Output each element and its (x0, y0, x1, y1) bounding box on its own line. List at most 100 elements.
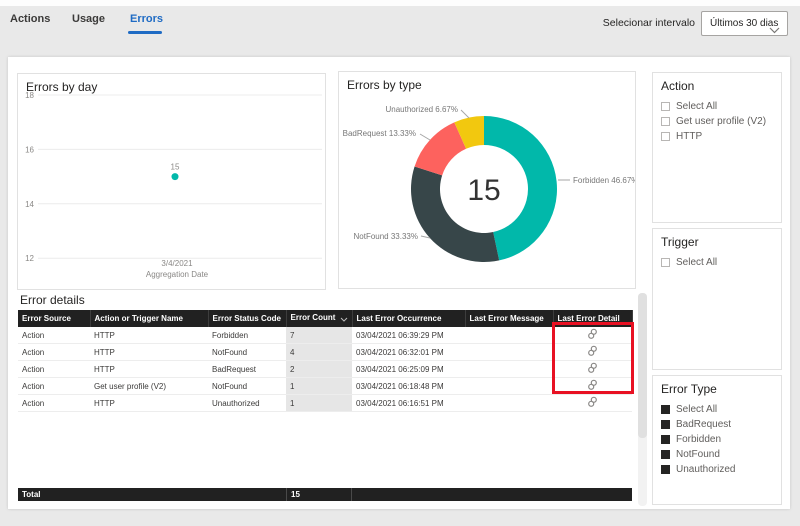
data-point-label: 15 (171, 163, 180, 172)
donut-label-forbidden: Forbidden 46.67% (573, 176, 635, 185)
table-cell: HTTP (90, 327, 208, 344)
link-icon[interactable] (587, 328, 598, 342)
table-cell: Action (18, 377, 90, 395)
link-icon (588, 379, 597, 390)
donut-slice-notfound[interactable] (411, 166, 500, 262)
link-icon[interactable] (587, 345, 598, 359)
table-cell (465, 394, 553, 412)
active-tab-underline (128, 31, 162, 34)
donut-slice-unauthorized[interactable] (454, 116, 484, 149)
slicer-item[interactable]: Select All (661, 99, 777, 114)
link-icon (588, 328, 597, 339)
table-cell: Action (18, 343, 90, 361)
donut-slice-badrequest[interactable] (414, 122, 467, 176)
donut-slice-forbidden[interactable] (484, 116, 558, 261)
column-header-last-error-detail[interactable]: Last Error Detail (553, 310, 633, 327)
errors-by-type-chart[interactable]: Forbidden 46.67% NotFound 33.33% BadReques… (339, 72, 635, 288)
interval-picker-label: Selecionar intervalo (602, 17, 695, 29)
last-error-detail-cell (553, 327, 632, 344)
column-header-error-source[interactable]: Error Source (18, 310, 91, 327)
slicer-item[interactable]: Get user profile (V2) (661, 114, 777, 129)
link-icon[interactable] (587, 396, 598, 410)
slicer-item-label: HTTP (676, 131, 703, 142)
errors-by-type-panel: Errors by type Forbidden 46.67% NotFound … (338, 71, 636, 289)
checkbox-checked-icon[interactable] (661, 420, 670, 429)
checkbox-checked-icon[interactable] (661, 450, 670, 459)
tab-errors[interactable]: Errors (130, 13, 164, 25)
table-cell: Forbidden (208, 327, 286, 344)
table-cell: 1 (286, 377, 352, 395)
error-type-slicer-panel: Error Type Select All BadRequest Forbidden… (652, 375, 782, 505)
x-axis-tick: 3/4/2021 (161, 259, 193, 268)
table-cell: HTTP (90, 360, 208, 378)
link-icon[interactable] (587, 379, 598, 393)
table-cell: Action (18, 360, 90, 378)
checkbox-unchecked-icon[interactable] (661, 117, 670, 126)
sort-chevron-down-icon[interactable] (340, 315, 348, 324)
table-cell: HTTP (90, 394, 208, 412)
checkbox-unchecked-icon[interactable] (661, 258, 670, 267)
trigger-slicer-panel: Trigger Select All (652, 228, 782, 370)
slicer-item-label: Select All (676, 101, 718, 112)
checkbox-checked-icon[interactable] (661, 405, 670, 414)
callout-line (460, 109, 470, 119)
callout-line (420, 235, 431, 239)
slicer-item[interactable]: HTTP (661, 129, 777, 144)
last-error-detail-cell (553, 343, 632, 361)
slicer-item[interactable]: Forbidden (661, 432, 777, 447)
slicer-item[interactable]: NotFound (661, 447, 777, 462)
column-header-error-count[interactable]: Error Count (286, 310, 353, 327)
link-icon (588, 362, 597, 373)
table-cell: Get user profile (V2) (90, 377, 208, 395)
table-cell: Unauthorized (208, 394, 286, 412)
column-header-error-status-code[interactable]: Error Status Code (208, 310, 287, 327)
data-point[interactable] (171, 173, 179, 181)
table-cell: BadRequest (208, 360, 286, 378)
total-count: 15 (286, 488, 352, 501)
errors-by-day-chart[interactable]: 18 16 14 12 15 3/4/2021 Aggregation Date (18, 74, 325, 289)
checkbox-checked-icon[interactable] (661, 465, 670, 474)
chevron-down-icon (769, 21, 780, 39)
table-scrollbar-thumb[interactable] (638, 293, 647, 438)
error-type-slicer-items: Select All BadRequest Forbidden NotFound Una… (661, 402, 777, 477)
table-cell: Action (18, 327, 90, 344)
checkbox-unchecked-icon[interactable] (661, 102, 670, 111)
checkbox-unchecked-icon[interactable] (661, 132, 670, 141)
table-cell (465, 343, 553, 361)
table-cell: Action (18, 394, 90, 412)
table-row: Action HTTP Unauthorized 1 03/04/2021 06:16:… (18, 394, 632, 412)
tab-actions[interactable]: Actions (10, 13, 51, 25)
table-row: Action HTTP BadRequest 2 03/04/2021 06:25:09… (18, 360, 632, 378)
table-total-row: Total 15 (18, 488, 632, 501)
donut-label-unauthorized: Unauthorized 6.67% (386, 105, 459, 114)
table-cell (465, 377, 553, 395)
column-header-last-error-occurrence[interactable]: Last Error Occurrence (352, 310, 466, 327)
slicer-item-label: BadRequest (676, 419, 732, 430)
slicer-item-label: NotFound (676, 449, 720, 460)
tab-usage[interactable]: Usage (72, 13, 106, 25)
errors-by-day-title: Errors by day (26, 80, 98, 94)
slicer-item-label: Unauthorized (676, 464, 736, 475)
column-header-action-or-trigger-name[interactable]: Action or Trigger Name (90, 310, 209, 327)
slicer-item[interactable]: Select All (661, 402, 777, 417)
column-header-last-error-message[interactable]: Last Error Message (465, 310, 554, 327)
checkbox-checked-icon[interactable] (661, 435, 670, 444)
table-cell (465, 327, 553, 344)
y-axis-tick: 14 (25, 200, 34, 209)
error-details-table: Error Source Action or Trigger Name Error … (18, 310, 633, 412)
interval-dropdown[interactable]: Últimos 30 dias (701, 11, 788, 36)
table-row: Action Get user profile (V2) NotFound 1 03/0… (18, 377, 632, 395)
error-details-title: Error details (20, 293, 85, 307)
table-cell: 03/04/2021 06:18:48 PM (352, 377, 465, 395)
table-cell: NotFound (208, 377, 286, 395)
trigger-slicer-title: Trigger (661, 235, 699, 249)
errors-by-type-title: Errors by type (347, 78, 422, 92)
slicer-item[interactable]: Unauthorized (661, 462, 777, 477)
total-label: Total (22, 490, 41, 499)
donut-label-notfound: NotFound 33.33% (354, 232, 419, 241)
slicer-item[interactable]: Select All (661, 255, 777, 270)
slicer-item[interactable]: BadRequest (661, 417, 777, 432)
table-cell: 7 (286, 327, 352, 344)
link-icon (588, 396, 597, 407)
link-icon[interactable] (587, 362, 598, 376)
